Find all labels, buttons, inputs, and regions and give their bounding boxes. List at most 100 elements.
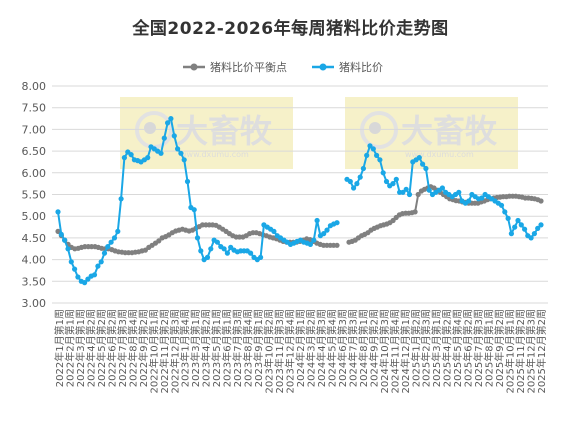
data-point	[115, 228, 121, 234]
data-point	[498, 202, 505, 208]
x-tick-label: 2024年9月第2周	[367, 309, 380, 387]
data-point	[214, 239, 220, 245]
x-tick-label: 2023年3月第1周	[189, 309, 202, 387]
x-tick-label: 2022年4月第2周	[84, 309, 97, 387]
data-point	[161, 135, 167, 141]
x-tick-label: 2024年11月第4周	[388, 309, 401, 394]
data-point	[538, 198, 544, 204]
y-tick-label: 7.50	[22, 102, 47, 115]
x-tick-label: 2022年6月第2周	[105, 309, 118, 387]
legend-swatch-marker	[190, 63, 198, 71]
data-point	[95, 263, 101, 269]
data-point	[58, 231, 64, 237]
data-point	[91, 272, 98, 278]
y-tick-label: 3.50	[22, 275, 47, 288]
data-point	[324, 227, 330, 233]
x-tick-label: 2022年1月第1周	[53, 309, 66, 387]
data-point	[314, 217, 320, 224]
y-tick-label: 7.00	[22, 123, 47, 136]
data-point	[423, 165, 429, 172]
x-tick-label: 2025年2月第3周	[420, 309, 433, 387]
data-point	[118, 196, 124, 202]
y-tick-label: 5.00	[22, 210, 47, 223]
data-point	[535, 225, 541, 231]
data-point	[364, 152, 370, 158]
data-point	[128, 152, 134, 158]
data-point	[383, 178, 390, 185]
x-tick-label: 2023年8月第4周	[242, 309, 255, 387]
x-tick-label: 2024年12月第1周	[399, 309, 412, 394]
x-tick-label: 2022年10月第1周	[147, 309, 160, 394]
data-point	[175, 146, 181, 152]
data-point	[377, 157, 383, 163]
data-point	[198, 248, 204, 254]
x-tick-label: 2024年8月第1周	[357, 309, 370, 387]
watermark-url: www.dxumu.com	[180, 150, 249, 159]
data-point	[390, 181, 396, 187]
data-point	[204, 254, 211, 260]
data-point	[512, 224, 518, 230]
x-tick-label: 2025年7月第3周	[472, 309, 485, 387]
x-tick-label: 2025年10月第1周	[504, 309, 517, 394]
x-tick-label: 2022年8月第4周	[126, 309, 139, 387]
data-point	[538, 222, 544, 228]
x-tick-label: 2023年1月第4周	[179, 309, 192, 387]
x-tick-label: 2024年3月第2周	[304, 309, 317, 387]
x-tick-label: 2025年4月第2周	[441, 309, 454, 387]
data-point	[321, 231, 327, 237]
data-point	[351, 185, 357, 191]
y-tick-label: 6.00	[22, 167, 47, 180]
data-point	[515, 217, 521, 224]
data-point	[522, 226, 528, 232]
x-tick-label: 2025年9月第2周	[493, 309, 506, 387]
data-point	[311, 237, 317, 243]
x-tick-label: 2023年11月第3周	[273, 309, 286, 394]
x-tick-label: 2023年12月第4周	[284, 309, 297, 394]
data-point	[108, 239, 114, 245]
watermark-brand: 大畜牧	[176, 112, 273, 150]
data-point	[145, 155, 151, 161]
watermark-url: www.dxumu.com	[405, 150, 474, 159]
x-tick-label: 2022年11月第2周	[158, 309, 171, 394]
legend: 猪料比价平衡点 猪料比价	[183, 60, 383, 74]
x-tick-label: 2024年10月第3周	[378, 309, 391, 394]
y-axis-tick-labels: 3.00 3.50 4.00 4.50 5.00 5.50 6.00 6.50 7.00 7.50…	[22, 80, 47, 310]
data-point	[354, 181, 360, 187]
x-axis-tick-labels: 2022年1月第1周 2022年2月第1周 2022年3月第1周 2022年4月第2周…	[53, 309, 548, 394]
data-point	[334, 242, 340, 248]
data-point	[165, 120, 171, 126]
data-point	[68, 259, 74, 265]
data-point	[334, 220, 340, 226]
data-point	[466, 198, 472, 204]
x-tick-label: 2025年8月第1周	[483, 309, 496, 387]
data-point	[271, 228, 277, 234]
data-point	[208, 246, 214, 252]
watermark-logo-icon	[360, 111, 398, 149]
x-tick-label: 2022年3月第1周	[74, 309, 87, 387]
x-tick-label: 2025年6月第2周	[462, 309, 475, 387]
y-tick-label: 4.50	[22, 232, 47, 245]
data-point	[101, 250, 108, 256]
data-point	[420, 161, 426, 167]
data-point	[158, 150, 164, 156]
series-lines	[55, 116, 544, 286]
data-point	[105, 244, 111, 250]
x-tick-label: 2025年11月第2周	[514, 309, 527, 394]
data-point	[357, 174, 363, 180]
data-point	[156, 238, 162, 244]
y-tick-label: 4.00	[22, 254, 47, 267]
y-tick-label: 8.00	[22, 80, 47, 93]
data-point	[406, 191, 413, 198]
grid-lines	[52, 85, 548, 304]
x-tick-label: 2025年3月第1周	[430, 309, 443, 387]
data-point	[248, 250, 254, 256]
x-tick-label: 2023年10月第2周	[263, 309, 276, 394]
data-point	[98, 259, 104, 265]
x-tick-label: 2024年2月第1周	[294, 309, 307, 387]
data-point	[456, 189, 462, 195]
watermark-brand: 大畜牧	[401, 112, 498, 150]
y-tick-label: 5.50	[22, 189, 47, 202]
data-point	[121, 155, 127, 161]
